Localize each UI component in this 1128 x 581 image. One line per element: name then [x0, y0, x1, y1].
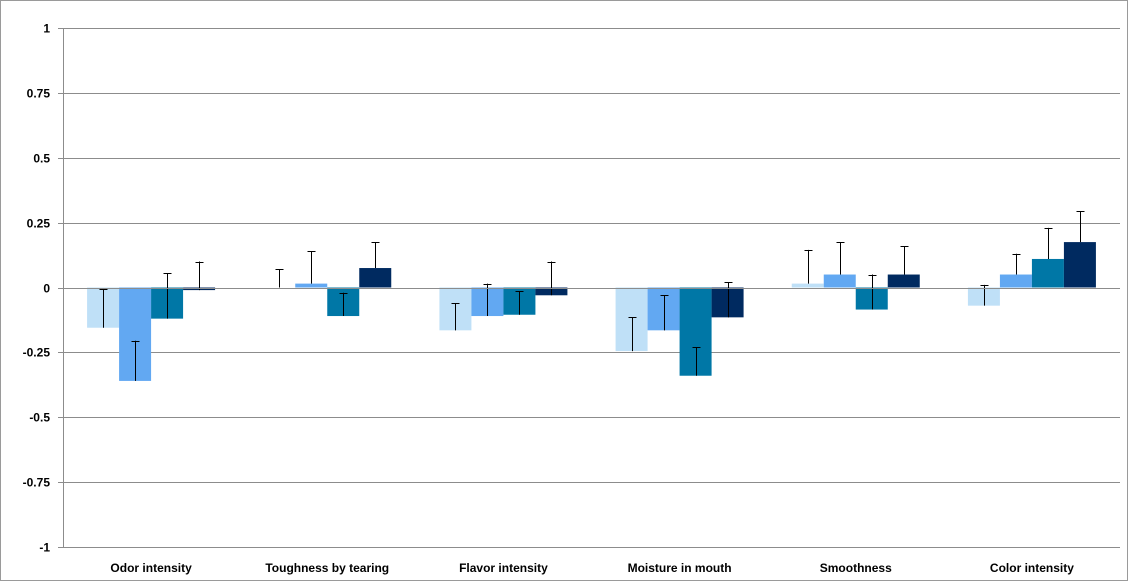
bar [711, 287, 744, 318]
y-tick-label: -0.5 [29, 411, 50, 425]
bars [87, 242, 1096, 381]
error-bars [99, 210, 1085, 381]
bar [1031, 258, 1064, 288]
bar [679, 287, 712, 376]
y-tick-label: -0.25 [23, 346, 51, 360]
bar [615, 287, 648, 352]
y-tick-label: 1 [43, 22, 50, 36]
bar [823, 274, 856, 288]
y-tick-label: -0.75 [23, 476, 51, 490]
x-category-label: Smoothness [820, 561, 892, 575]
bar [359, 268, 392, 288]
x-category-label: Moisture in mouth [628, 561, 732, 575]
bar [887, 274, 920, 288]
bar [855, 287, 888, 310]
labels: 1 0.75 0.5 0.25 0 -0.25 -0.5 -0.75 -1 Odor intens… [23, 22, 1075, 576]
x-category-label: Toughness by tearing [265, 561, 389, 575]
y-tick-label: -1 [39, 541, 50, 555]
y-tick-label: 0.75 [27, 87, 51, 101]
axes [58, 28, 1120, 548]
y-tick-label: 0.5 [33, 152, 50, 166]
bar [295, 283, 328, 288]
x-category-label: Flavor intensity [459, 561, 548, 575]
y-tick-label: 0.25 [27, 217, 51, 231]
bar [999, 274, 1032, 288]
bar [647, 287, 680, 331]
x-category-label: Color intensity [990, 561, 1074, 575]
bar [1063, 242, 1096, 288]
x-category-label: Odor intensity [110, 561, 192, 575]
bar [967, 287, 1000, 306]
y-tick-label: 0 [43, 282, 50, 296]
bar [791, 283, 824, 288]
